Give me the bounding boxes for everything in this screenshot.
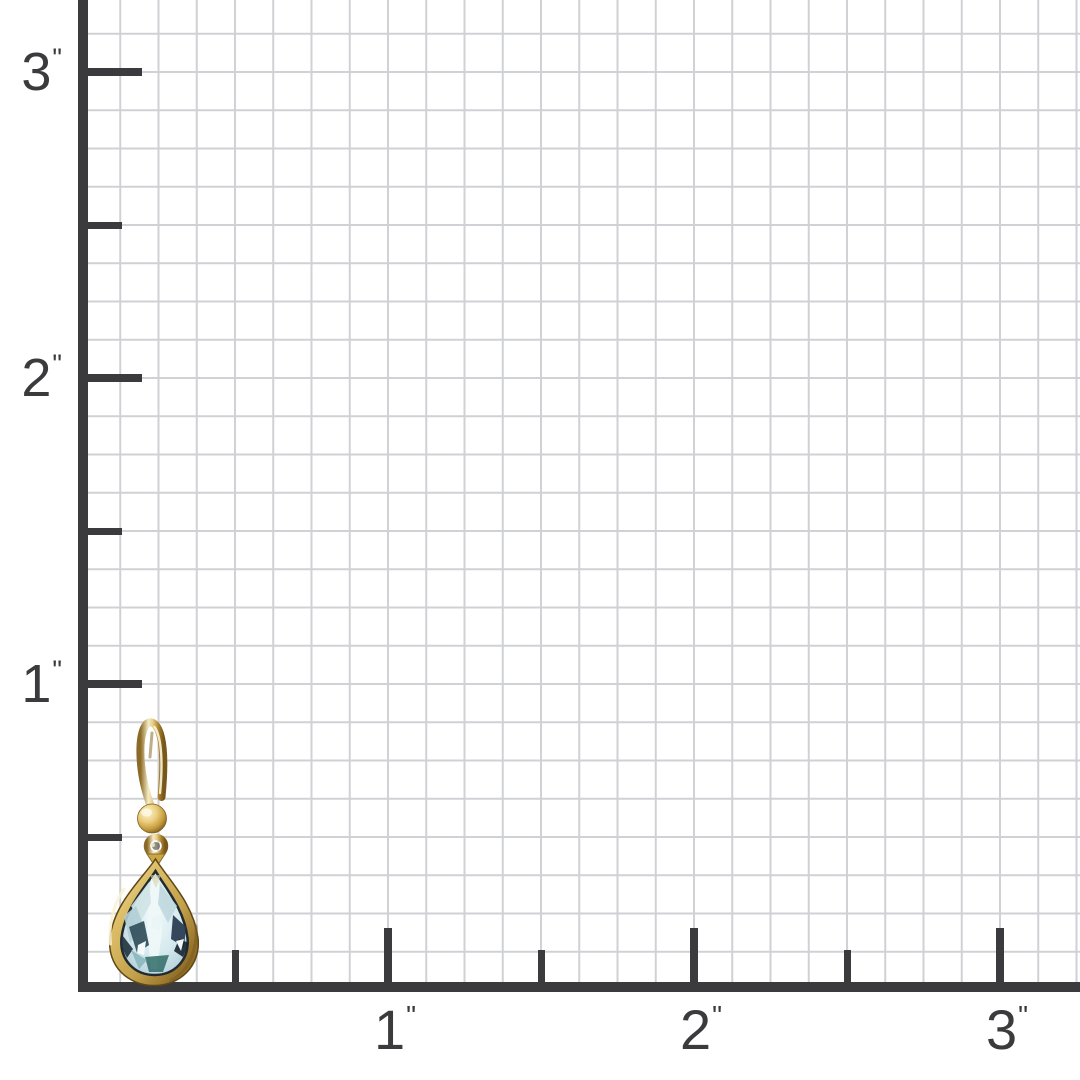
- bottom-tick-1-5in: [537, 950, 545, 982]
- inch-symbol: ": [1018, 1000, 1031, 1032]
- bottom-axis-label-3in: 3": [986, 1002, 1030, 1058]
- left-tick-3in: [84, 68, 142, 76]
- jump-ring: [143, 833, 169, 859]
- label-value: 2: [679, 998, 713, 1061]
- measurement-grid: [88, 0, 1080, 982]
- left-tick-0-5in: [84, 833, 122, 841]
- bottom-axis-label-2in: 2": [680, 1002, 724, 1058]
- vertical-ruler-bar: [78, 0, 88, 992]
- label-value: 1: [21, 654, 53, 714]
- left-axis-label-2in: 2": [0, 348, 64, 408]
- horizontal-ruler-bar: [78, 982, 1080, 992]
- label-value: 3: [985, 998, 1019, 1061]
- left-axis-label-3in: 3": [0, 42, 64, 102]
- inch-symbol: ": [52, 349, 64, 379]
- left-tick-1in: [84, 680, 142, 688]
- inch-symbol: ": [712, 1000, 725, 1032]
- label-value: 1: [373, 998, 407, 1061]
- gemstone: [120, 868, 189, 977]
- left-tick-2-5in: [84, 221, 122, 229]
- bottom-tick-2-5in: [843, 950, 851, 982]
- bottom-tick-3in: [996, 928, 1004, 982]
- gold-bead: [137, 803, 167, 834]
- bottom-tick-0-5in: [231, 950, 239, 982]
- label-value: 3: [21, 42, 53, 102]
- ear-wire: [136, 718, 168, 811]
- bottom-axis-label-1in: 1": [374, 1002, 418, 1058]
- bottom-tick-1in: [384, 928, 392, 982]
- bottom-tick-2in: [690, 928, 698, 982]
- inch-symbol: ": [52, 43, 64, 73]
- left-tick-1-5in: [84, 527, 122, 535]
- inch-symbol: ": [406, 1000, 419, 1032]
- left-tick-2in: [84, 374, 142, 382]
- inch-symbol: ": [52, 655, 64, 685]
- label-value: 2: [21, 348, 53, 408]
- product-photo-earring: [108, 718, 199, 987]
- left-axis-label-1in: 1": [0, 654, 64, 714]
